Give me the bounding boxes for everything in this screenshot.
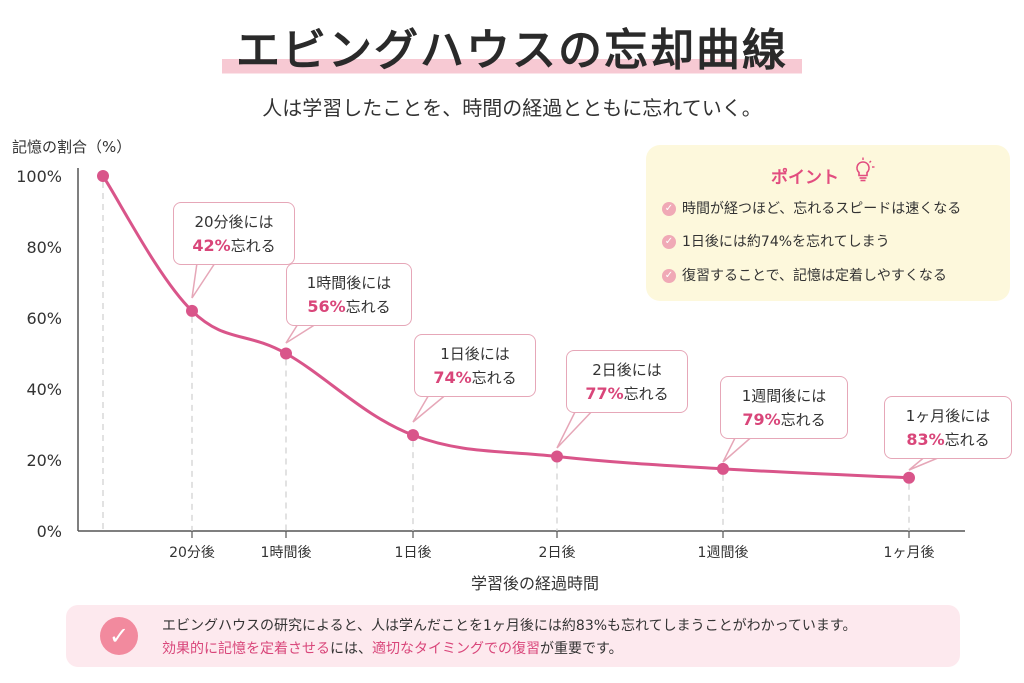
callout-text: 1週間後には [741, 387, 827, 405]
callout-text: 20分後には [194, 213, 274, 231]
point-item-text: 復習することで、記憶は定着しやすくなる [682, 268, 947, 284]
summary-line-1: エビングハウスの研究によると、人は学んだことを1ヶ月後には約83%も忘れてしまう… [162, 618, 857, 634]
callout-percent: 83% [906, 430, 945, 449]
callout-1month: 1ヶ月後には 83%忘れる [884, 396, 1012, 459]
callout-pointer [285, 323, 319, 344]
callout-text: 1日後には [440, 345, 510, 363]
y-tick-label: 80% [26, 238, 62, 257]
point-item: ✓ 復習することで、記憶は定着しやすくなる [662, 266, 947, 286]
callout-percent: 56% [307, 297, 346, 316]
callout-rest: 忘れる [944, 431, 990, 449]
check-icon: ✓ [662, 202, 676, 216]
x-tick-label: 2日後 [539, 545, 576, 561]
callout-pointer [556, 407, 597, 449]
point-item-text: 1日後には約74%を忘れてしまう [682, 234, 890, 250]
callout-pointer [191, 262, 217, 299]
highlight-text: 適切なタイミングでの復習 [372, 641, 540, 657]
data-point [551, 450, 563, 463]
summary-line-2: 効果的に記憶を定着させるには、適切なタイミングでの復習が重要です。 [162, 638, 623, 658]
callout-1day: 1日後には 74%忘れる [414, 334, 536, 397]
data-point [903, 471, 915, 484]
x-tick-label: 1時間後 [261, 545, 312, 561]
callout-rest: 忘れる [345, 298, 391, 316]
point-title: ポイント [771, 168, 839, 188]
x-tick-label: 1日後 [395, 545, 432, 561]
callout-text: 1ヶ月後には [905, 407, 991, 425]
callout-20min: 20分後には 42%忘れる [173, 202, 295, 265]
data-point [407, 429, 419, 442]
summary-text: が重要です。 [540, 641, 623, 657]
point-item: ✓ 時間が経つほど、忘れるスピードは速くなる [662, 199, 961, 219]
point-item-text: 時間が経つほど、忘れるスピードは速くなる [682, 201, 962, 217]
y-axis-label: 記憶の割合（%） [12, 138, 132, 156]
callout-rest: 忘れる [230, 237, 276, 255]
x-tick-label: 1週間後 [698, 545, 749, 561]
check-icon: ✓ [662, 269, 676, 283]
point-item: ✓ 1日後には約74%を忘れてしまう [662, 232, 890, 252]
y-tick-label: 20% [26, 451, 62, 470]
point-box: ポイント ✓ 時間が経つほど、忘れるスピードは速くなる ✓ 1日後には約74%を忘れ… [646, 145, 1010, 301]
callout-1hour: 1時間後には 56%忘れる [286, 263, 412, 326]
callout-1week: 1週間後には 79%忘れる [720, 376, 848, 439]
x-tick-label: 1ヶ月後 [884, 545, 935, 561]
callout-percent: 42% [192, 236, 231, 255]
page-subtitle: 人は学習したことを、時間の経過とともに忘れていく。 [262, 96, 762, 120]
callout-rest: 忘れる [623, 385, 669, 403]
page-title: エビングハウスの忘却曲線 [222, 14, 802, 80]
callout-text: 2日後には [592, 361, 662, 379]
summary-note: ✓ エビングハウスの研究によると、人は学んだことを1ヶ月後には約83%も忘れてし… [66, 605, 960, 667]
data-point [280, 347, 292, 360]
highlight-text: 効果的に記憶を定着させる [162, 641, 330, 657]
x-tick-label: 20分後 [169, 545, 215, 561]
data-point [97, 170, 109, 182]
y-tick-label: 0% [37, 522, 62, 541]
callout-percent: 74% [433, 368, 472, 387]
callout-pointer [412, 392, 451, 423]
summary-text: には、 [330, 641, 372, 657]
y-tick-label: 60% [26, 309, 62, 328]
data-point [717, 462, 729, 475]
y-tick-label: 40% [26, 380, 62, 399]
callout-text: 1時間後には [306, 274, 392, 292]
lightbulb-icon [856, 157, 875, 182]
y-tick-label: 100% [16, 167, 62, 186]
callout-rest: 忘れる [780, 411, 826, 429]
check-circle-icon: ✓ [100, 617, 138, 655]
data-point [186, 304, 198, 317]
check-icon: ✓ [662, 235, 676, 249]
callout-percent: 79% [742, 410, 781, 429]
x-axis-label: 学習後の経過時間 [470, 574, 599, 593]
callout-rest: 忘れる [471, 369, 517, 387]
callout-2days: 2日後には 77%忘れる [566, 350, 688, 413]
callout-percent: 77% [585, 384, 624, 403]
